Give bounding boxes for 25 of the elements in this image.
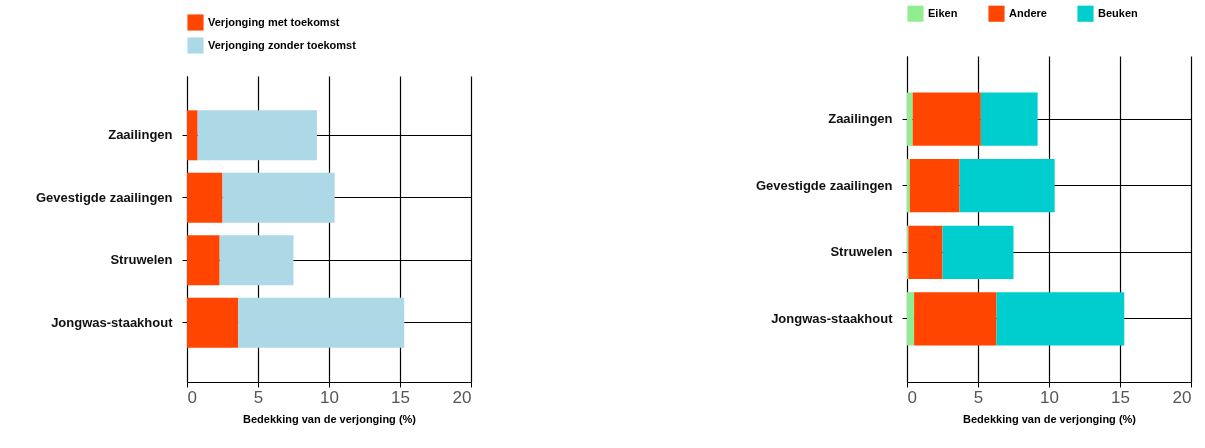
y-tick-label: Gevestigde zaailingen — [755, 177, 893, 193]
x-tick-label: 0 — [187, 387, 197, 407]
x-tick-label: 10 — [320, 387, 339, 407]
y-tick-label: Struwelen — [110, 252, 173, 268]
x-tick-label: 5 — [973, 387, 984, 407]
legend-label: Verjonging met toekomst — [208, 15, 340, 28]
y-tick-label: Jongwas-staakhout — [771, 310, 894, 326]
y-tick-label: Gevestigde zaailingen — [35, 189, 173, 205]
x-tick-label: 15 — [1111, 387, 1130, 407]
x-tick-label: 20 — [452, 387, 472, 407]
y-tick-label: Zaailingen — [828, 111, 893, 127]
x-tick-label: 15 — [391, 387, 410, 407]
x-axis-title: Bedekking van de verjonging (%) — [243, 412, 417, 425]
legend-label: Eiken — [928, 6, 958, 19]
legend-label: Beuken — [1098, 6, 1139, 19]
legend-label: Verjonging zonder toekomst — [208, 38, 357, 51]
y-tick-label: Jongwas-staakhout — [51, 314, 174, 330]
legend-label: Andere — [1009, 6, 1047, 19]
x-tick-label: 10 — [1040, 387, 1059, 407]
y-tick-label: Zaailingen — [108, 127, 173, 143]
x-axis-title: Bedekking van de verjonging (%) — [963, 412, 1137, 425]
y-tick-label: Struwelen — [830, 244, 893, 260]
x-tick-label: 20 — [1172, 387, 1192, 407]
x-tick-label: 0 — [907, 387, 917, 407]
x-tick-label: 5 — [253, 387, 264, 407]
